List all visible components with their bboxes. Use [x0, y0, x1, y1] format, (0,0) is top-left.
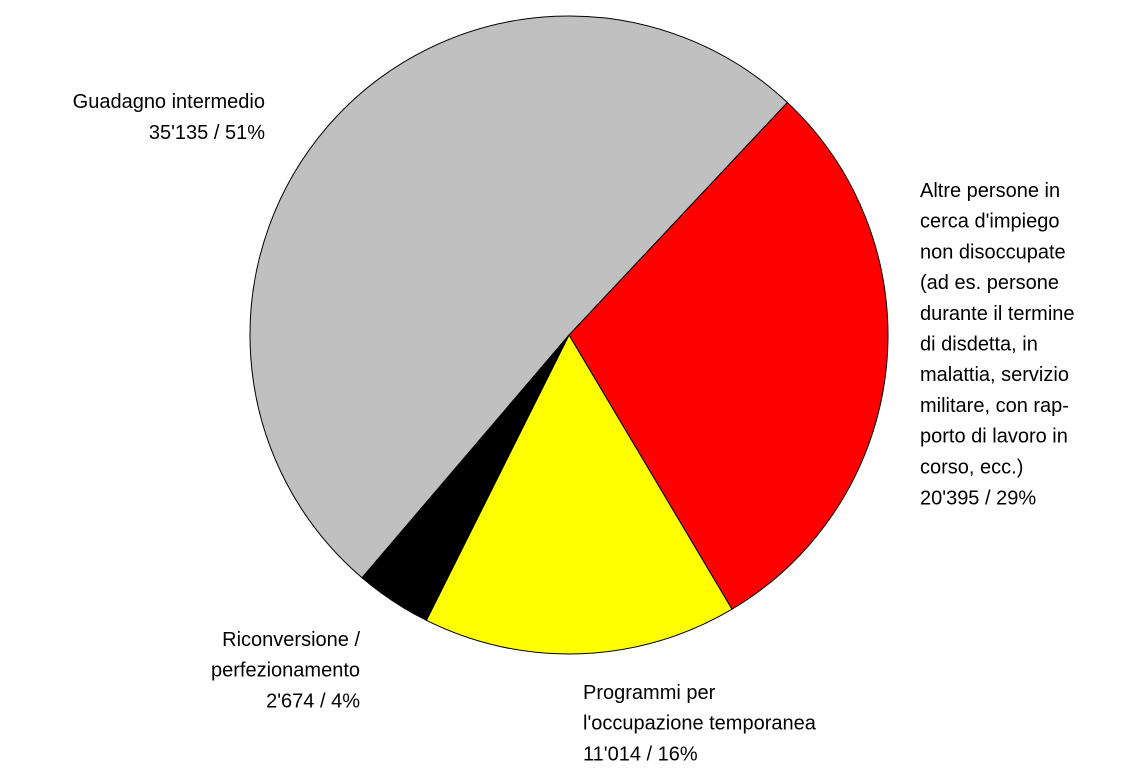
label-line: non disoccupate [920, 242, 1066, 264]
value-label: 35'135 / 51% [149, 122, 265, 144]
label-line: l'occupazione temporanea [583, 713, 817, 735]
label-line: militare, con rap- [920, 395, 1069, 417]
value-label: 2'674 / 4% [266, 691, 360, 713]
pie-slice [425, 333, 733, 655]
slice-label: Programmi per l'occupazione temporanea [583, 682, 817, 735]
label-line: corso, ecc.) [920, 457, 1023, 479]
label-line: durante il termine [920, 303, 1075, 325]
label-line: perfezionamento [211, 660, 360, 682]
slice-label: Guadagno intermedio [73, 91, 265, 113]
label-line: malattia, servizio [920, 364, 1069, 386]
label-line: (ad es. persone [920, 272, 1059, 294]
label-line: Guadagno intermedio [73, 91, 265, 113]
value-label: 11'014 / 16% [583, 744, 698, 766]
label-line: Altre persone in [920, 180, 1060, 202]
label-line: Programmi per [583, 682, 716, 704]
label-line: cerca d'impiego [920, 211, 1059, 233]
label-line: Riconversione / [222, 629, 360, 651]
label-line: porto di lavoro in [920, 426, 1068, 448]
value-label: 20'395 / 29% [920, 487, 1036, 509]
pie-slice [249, 15, 789, 579]
slice-label: Altre persone in cerca d'impiego non disoc… [920, 180, 1075, 478]
pie-slice [568, 101, 889, 610]
slice-label: Riconversione / perfezionamento [211, 629, 360, 682]
label-line: di disdetta, in [920, 334, 1038, 356]
